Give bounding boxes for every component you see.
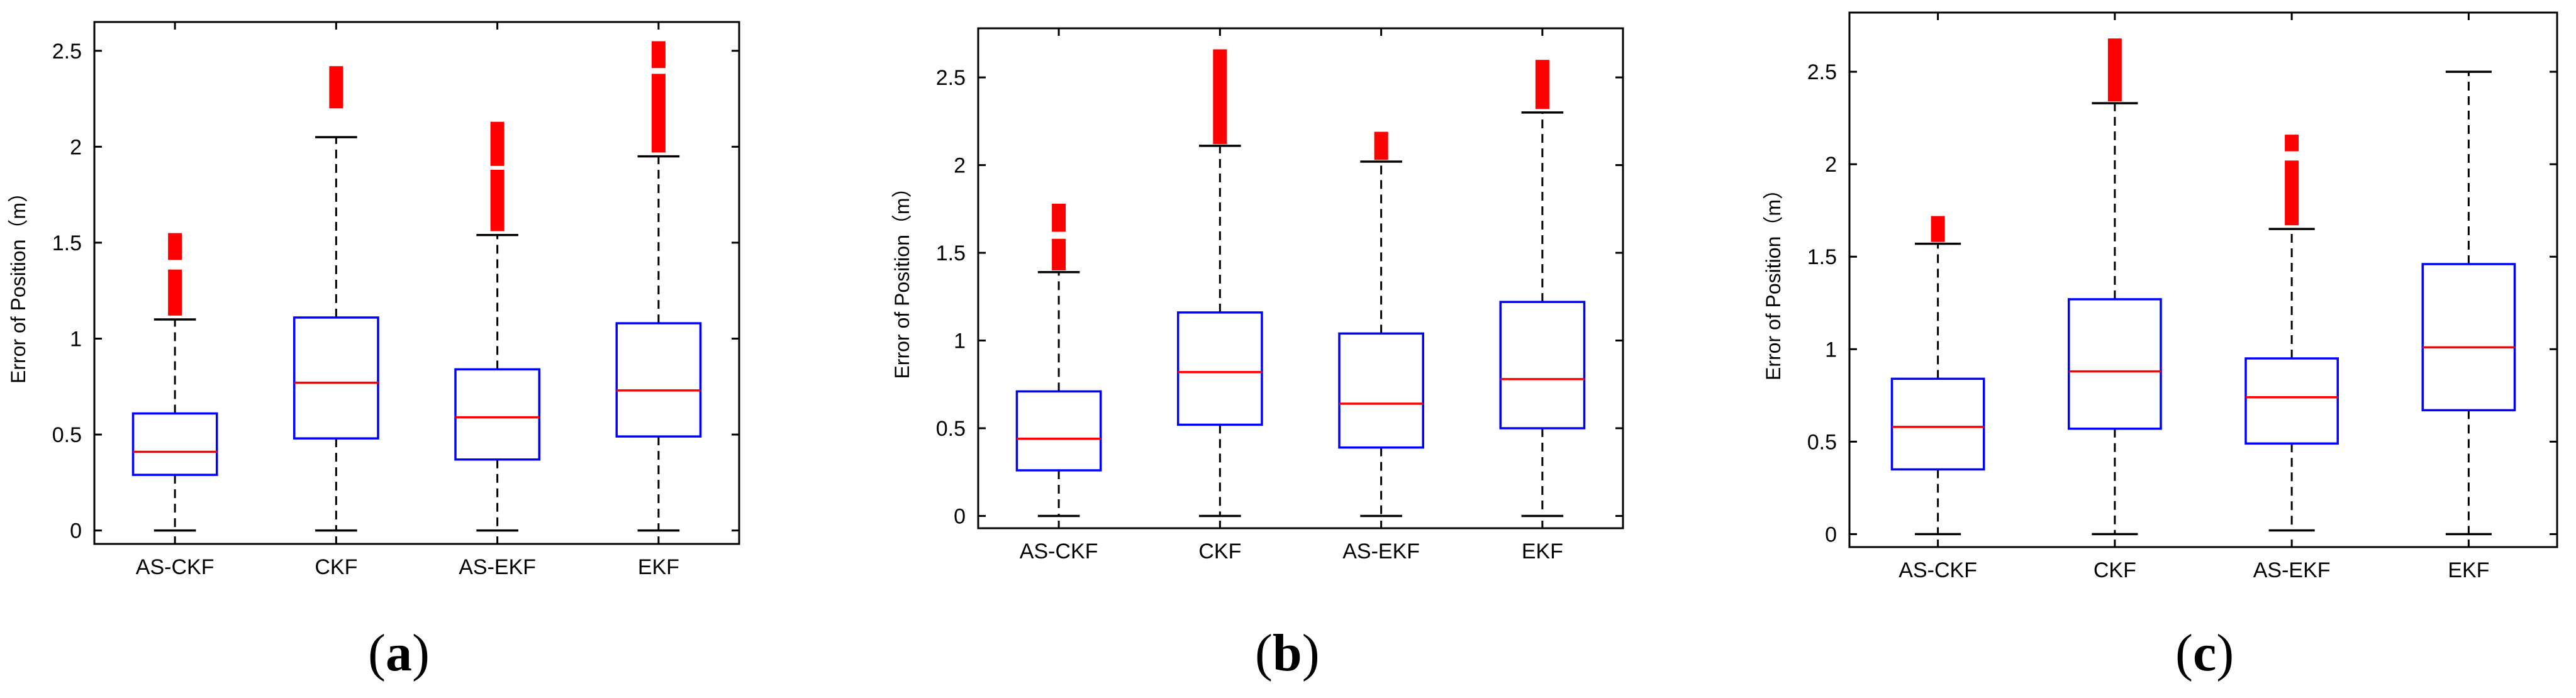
x-tick-label: EKF xyxy=(638,555,679,579)
x-tick-label: AS-CKF xyxy=(1899,558,1977,582)
box-as-ckf xyxy=(1015,203,1102,518)
box-iqr xyxy=(1177,311,1263,426)
outlier-markers xyxy=(651,74,666,153)
y-axis-label: Error of Position（m） xyxy=(891,177,913,379)
box-ekf xyxy=(1499,60,1586,518)
outlier-markers xyxy=(1213,49,1227,145)
box-as-ckf xyxy=(131,233,218,532)
outlier-markers xyxy=(2285,160,2299,226)
y-tick-label: 0.5 xyxy=(1807,430,1837,454)
box-iqr xyxy=(1338,332,1424,449)
plot-area-frame xyxy=(1848,11,2558,548)
x-tick-label: CKF xyxy=(2094,558,2136,582)
box-iqr xyxy=(615,322,702,438)
x-tick-label: EKF xyxy=(1522,540,1563,563)
box-ckf xyxy=(1177,49,1263,518)
y-axis-label: Error of Position（m） xyxy=(7,182,30,384)
panel-label-a: (a) xyxy=(368,624,430,682)
box-iqr xyxy=(293,316,379,440)
outlier-markers xyxy=(1535,60,1549,109)
y-tick-label: 2.5 xyxy=(1807,60,1837,84)
outlier-markers xyxy=(2285,135,2299,152)
outlier-markers xyxy=(329,66,343,109)
chart-panel-a: 0 0.5 1 1.5 2 2.5 Error of Position（m） AS-CKF CK… xyxy=(7,21,740,579)
outlier-markers xyxy=(1052,203,1066,232)
outlier-markers xyxy=(1052,238,1066,270)
y-tick-label: 1.5 xyxy=(936,241,966,265)
box-ekf xyxy=(615,41,702,532)
box-ckf xyxy=(2068,38,2162,536)
y-tick-label: 1 xyxy=(70,327,82,351)
x-tick-label: AS-EKF xyxy=(459,555,536,579)
box-iqr xyxy=(1015,390,1102,472)
y-tick-label: 2 xyxy=(70,135,82,159)
y-tick-label: 1 xyxy=(1825,338,1837,362)
y-tick-label: 1 xyxy=(954,330,966,353)
outlier-markers xyxy=(490,169,505,231)
y-tick-label: 2 xyxy=(954,154,966,178)
chart-panel-c: 0 0.5 1 1.5 2 2.5 Error of Position（m） AS-CKF CK… xyxy=(1762,11,2558,582)
box-ckf xyxy=(293,66,379,532)
outlier-markers xyxy=(2107,38,2122,102)
x-tick-label: CKF xyxy=(315,555,357,579)
x-tick-label: AS-EKF xyxy=(1342,540,1420,563)
x-tick-label: AS-CKF xyxy=(136,555,215,579)
outlier-markers xyxy=(1374,131,1388,160)
box-as-ekf xyxy=(1338,131,1424,518)
box-iqr xyxy=(454,368,540,461)
outlier-markers xyxy=(651,41,666,69)
x-tick-label: AS-EKF xyxy=(2253,558,2331,582)
y-tick-label: 0 xyxy=(1825,523,1837,546)
y-tick-label: 1.5 xyxy=(1807,245,1837,269)
box-as-ckf xyxy=(1890,216,1985,536)
box-iqr xyxy=(1890,377,1985,471)
box-iqr xyxy=(2244,357,2339,445)
y-tick-label: 0 xyxy=(70,519,82,543)
x-tick-label: CKF xyxy=(1198,540,1241,563)
y-axis-label: Error of Position（m） xyxy=(1762,179,1785,380)
panel-label-c: (c) xyxy=(2175,624,2234,682)
box-ekf xyxy=(2421,70,2516,536)
y-tick-label: 2.5 xyxy=(52,40,82,64)
panel-label-b: (b) xyxy=(1255,624,1320,682)
y-tick-label: 0 xyxy=(954,504,966,528)
y-tick-label: 2.5 xyxy=(936,66,966,90)
y-tick-label: 0.5 xyxy=(52,423,82,447)
y-tick-label: 0.5 xyxy=(936,417,966,441)
box-as-ekf xyxy=(2244,135,2339,532)
plot-area-frame xyxy=(93,21,740,545)
y-tick-label: 1.5 xyxy=(52,231,82,255)
x-tick-label: EKF xyxy=(2448,558,2489,582)
outlier-markers xyxy=(1931,216,1945,242)
outlier-markers xyxy=(168,269,182,316)
y-tick-label: 2 xyxy=(1825,153,1837,177)
box-iqr xyxy=(2068,298,2162,430)
box-iqr xyxy=(1499,301,1586,429)
box-iqr xyxy=(2421,263,2516,412)
x-tick-label: AS-CKF xyxy=(1020,540,1098,563)
box-as-ekf xyxy=(454,121,540,532)
box-iqr xyxy=(131,412,218,476)
outlier-markers xyxy=(490,121,505,166)
chart-panel-b: 0 0.5 1 1.5 2 2.5 Error of Position（m） AS-CKF CK… xyxy=(891,27,1624,563)
outlier-markers xyxy=(168,233,182,260)
plot-area-frame xyxy=(977,27,1624,529)
